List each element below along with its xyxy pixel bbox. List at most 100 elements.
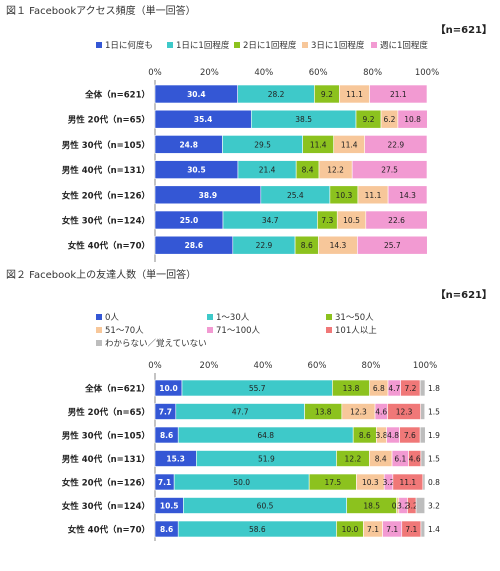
chart1-data-label: 22.9: [256, 241, 273, 250]
chart1-data-label: 8.6: [301, 241, 313, 250]
chart2-data-label: 1.5: [428, 455, 440, 464]
chart1-data-label: 6.2: [383, 115, 395, 124]
chart1-data-label: 27.5: [381, 166, 398, 175]
chart2-data-label: 7.7: [159, 408, 172, 417]
chart1-legend-label: 3日に1回程度: [311, 40, 365, 51]
chart2-legend-swatch: [96, 340, 102, 346]
chart2-data-label: 3.8: [376, 431, 388, 440]
chart2-tick-label: 100%: [413, 361, 437, 371]
chart2-bar-segment: [419, 379, 426, 397]
chart2-category-label: 女性 30代（n=124）: [62, 501, 150, 512]
chart1-bar-segment: [365, 210, 428, 230]
chart2-data-label: 10.5: [160, 502, 179, 511]
chart2-title: 図２ Facebook上の友達人数（単一回答）: [6, 268, 196, 281]
chart1-bar-segment: [357, 235, 428, 255]
chart1-tick-label: 40%: [254, 68, 273, 78]
chart2-data-label: 8.6: [359, 431, 371, 440]
chart2-legend-label: 71～100人: [216, 326, 261, 336]
chart1-tick-label: 0%: [148, 68, 162, 78]
chart1-data-label: 38.5: [295, 115, 312, 124]
chart1-tick-label: 20%: [200, 68, 219, 78]
chart1-data-label: 14.3: [399, 191, 416, 200]
chart1-data-label: 22.6: [388, 216, 405, 225]
chart2-legend-swatch: [96, 314, 102, 320]
chart2-data-label: 6.1: [394, 455, 406, 464]
chart1-legend-label: 2日に1回程度: [243, 40, 297, 51]
chart2-data-label: 10.3: [362, 478, 379, 487]
chart2-tick-label: 20%: [200, 361, 219, 371]
chart2-category-label: 全体（n=621）: [84, 384, 150, 395]
chart2-legend-label: 0人: [105, 313, 119, 323]
chart1-tick-label: 80%: [363, 68, 382, 78]
chart2-data-label: 4.7: [388, 384, 400, 393]
chart1-data-label: 11.4: [341, 140, 358, 149]
chart2-legend-label: わからない／覚えていない: [105, 338, 207, 349]
chart2-bar-segment: [422, 473, 426, 491]
chart2-data-label: 8.4: [375, 455, 387, 464]
chart2-tick-label: 60%: [308, 361, 327, 371]
chart2-data-label: 11.1: [400, 478, 417, 487]
chart2-tick-label: 40%: [254, 361, 273, 371]
chart1-tick-label: 100%: [415, 68, 439, 78]
chart2-bar-segment: [415, 497, 426, 514]
chart2-data-label: 7.1: [158, 478, 171, 487]
chart2-data-label: 8.6: [160, 431, 173, 440]
chart1-data-label: 11.4: [310, 140, 327, 149]
chart2-data-label: 6.8: [373, 384, 385, 393]
chart1-data-label: 21.1: [390, 90, 407, 99]
chart2-data-label: 60.5: [257, 502, 274, 511]
chart2-tick-label: 80%: [362, 361, 381, 371]
chart1-legend-swatch: [371, 42, 377, 48]
chart1-category-label: 全体（n=621）: [84, 90, 150, 101]
chart2-data-label: 7.1: [386, 525, 398, 534]
chart2-bar-segment: [419, 426, 426, 444]
chart2-data-label: 13.8: [343, 384, 360, 393]
chart1-data-label: 7.3: [321, 216, 333, 225]
chart2-data-label: 1.4: [428, 525, 440, 534]
chart2-data-label: 47.7: [232, 408, 249, 417]
chart2-note: 【n=621】: [436, 288, 492, 301]
chart2-legend-label: 1～30人: [216, 313, 250, 323]
chart1-data-label: 30.4: [187, 90, 206, 99]
chart1-data-label: 12.2: [327, 166, 344, 175]
chart1-bar-segment: [364, 135, 428, 154]
chart1-data-label: 11.1: [365, 191, 382, 200]
chart1-data-label: 10.5: [343, 216, 360, 225]
chart2-legend-label: 51～70人: [105, 326, 144, 336]
chart2-legend-swatch: [96, 327, 102, 333]
chart2-bar-segment: [420, 450, 426, 467]
chart1-category-label: 男性 40代（n=131）: [62, 165, 150, 176]
chart1-bar-segment: [369, 84, 428, 104]
chart2-data-label: 58.6: [249, 525, 266, 534]
chart2-category-label: 男性 40代（n=131）: [62, 454, 150, 465]
chart2-data-label: 50.0: [233, 478, 250, 487]
chart2-data-label: 13.8: [315, 408, 332, 417]
chart1-data-label: 25.7: [384, 241, 401, 250]
chart1-legend-label: 1日に何度も: [105, 40, 153, 51]
chart2-legend-swatch: [326, 314, 332, 320]
chart2-tick-label: 0%: [148, 361, 162, 371]
chart1-legend-label: 週に1回程度: [380, 40, 428, 51]
chart2-data-label: 4.6: [409, 455, 421, 464]
chart2-data-label: 17.5: [324, 478, 341, 487]
chart2-data-label: 12.2: [345, 455, 362, 464]
chart1-data-label: 24.8: [179, 140, 198, 149]
chart1-category-label: 女性 30代（n=124）: [62, 216, 150, 227]
chart2-data-label: 18.5: [363, 502, 380, 511]
chart2-data-label: 55.7: [249, 384, 266, 393]
chart2-bar-segment: [420, 403, 426, 420]
chart2-data-label: 12.3: [350, 408, 367, 417]
chart1-data-label: 25.0: [180, 216, 199, 225]
chart2-data-label: 0.8: [428, 478, 440, 487]
chart2-data-label: 3.2: [397, 502, 409, 511]
chart2-legend-swatch: [207, 327, 213, 333]
chart1-category-label: 女性 40代（n=70）: [68, 241, 150, 252]
chart2-data-label: 3.2: [428, 502, 440, 511]
chart2-bar-segment: [420, 520, 426, 538]
chart2-data-label: 15.3: [166, 455, 185, 464]
chart2-legend-label: 101人以上: [335, 326, 377, 336]
chart2-data-label: 12.3: [396, 408, 413, 417]
chart1-data-label: 10.3: [336, 191, 353, 200]
